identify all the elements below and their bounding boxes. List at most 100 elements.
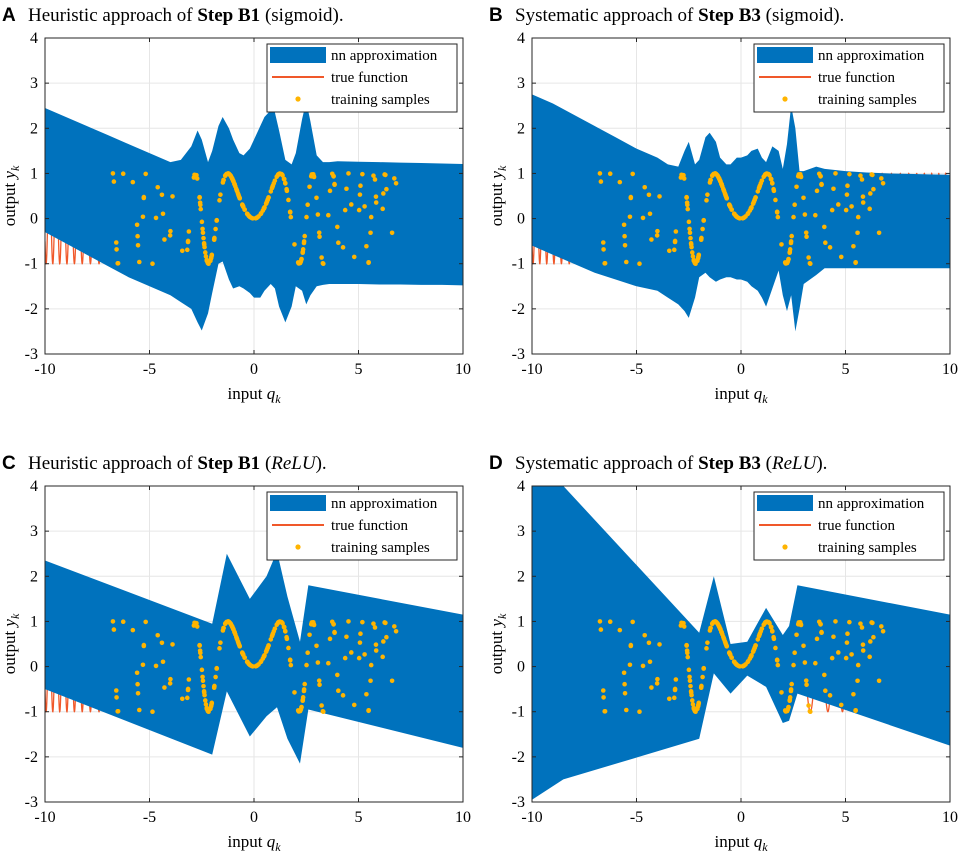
training-sample-point [770, 629, 775, 634]
training-sample-point [134, 222, 140, 228]
training-sample-point [802, 660, 808, 665]
training-sample-point [155, 184, 161, 190]
training-sample-point [236, 642, 242, 647]
training-sample-point [326, 660, 331, 666]
training-sample-point [254, 663, 259, 669]
training-sample-point [672, 686, 678, 692]
training-sample-point [621, 222, 627, 228]
training-sample-point [115, 708, 121, 714]
training-sample-point [393, 628, 399, 634]
training-sample-point [858, 621, 863, 626]
training-sample-point [622, 233, 627, 239]
training-sample-point [349, 202, 354, 207]
training-sample-point [389, 230, 395, 236]
training-sample-point [831, 186, 836, 192]
training-sample-point [168, 676, 173, 682]
training-sample-point [684, 643, 689, 648]
training-sample-point [689, 698, 695, 703]
training-sample-point [788, 687, 794, 692]
training-sample-point [233, 634, 239, 640]
training-sample-point [757, 631, 763, 636]
training-sample-point [627, 662, 633, 668]
training-sample-point [672, 238, 678, 244]
training-sample-point [720, 634, 726, 640]
training-sample-point [141, 195, 147, 201]
y-tick-label: -3 [25, 346, 38, 363]
training-sample-point [727, 650, 732, 656]
panel-letter: D [489, 453, 503, 474]
training-sample-point [770, 181, 775, 186]
training-sample-point [261, 205, 267, 211]
legend-entry: training samples [331, 540, 430, 556]
training-sample-point [203, 254, 209, 259]
training-sample-point [247, 214, 253, 220]
training-sample-point [705, 640, 710, 645]
x-tick-label: 5 [842, 809, 850, 826]
y-tick-label: -2 [512, 749, 525, 766]
training-sample-point [381, 191, 386, 196]
x-tick-label: -5 [630, 361, 643, 378]
training-sample-point [666, 696, 672, 702]
training-sample-point [708, 625, 713, 631]
training-sample-point [329, 619, 335, 625]
training-sample-point [301, 239, 307, 244]
training-sample-point [748, 205, 754, 211]
training-sample-point [135, 681, 140, 687]
training-sample-point [601, 247, 606, 252]
y-tick-label: 0 [517, 211, 525, 228]
legend-swatch-marker [782, 96, 788, 102]
training-sample-point [319, 703, 324, 708]
training-sample-point [734, 214, 740, 220]
training-sample-point [709, 621, 715, 627]
training-sample-point [199, 219, 205, 225]
training-sample-point [876, 230, 882, 236]
training-sample-point [729, 655, 734, 660]
training-sample-point [847, 619, 852, 625]
training-sample-point [135, 243, 141, 248]
training-sample-point [342, 655, 348, 661]
training-sample-point [198, 654, 204, 660]
training-sample-point [789, 681, 794, 687]
training-sample-point [855, 214, 861, 220]
legend: nn approximation true function training sa… [266, 491, 458, 561]
training-sample-point [266, 643, 271, 648]
training-sample-point [317, 682, 322, 688]
legend-swatch-band [757, 47, 813, 63]
legend-entry: true function [818, 518, 896, 534]
training-sample-point [779, 690, 784, 695]
legend: nn approximation true function training sa… [266, 43, 458, 113]
training-sample-point [168, 228, 173, 234]
nn-approximation-band [45, 101, 463, 331]
training-sample-point [687, 678, 693, 684]
training-sample-point [657, 194, 662, 199]
nn-approximation-band [45, 551, 463, 764]
training-sample-point [372, 177, 378, 182]
training-sample-point [184, 695, 190, 701]
training-sample-point [849, 204, 854, 209]
training-sample-point [686, 667, 692, 673]
training-sample-point [186, 229, 192, 234]
training-sample-point [192, 172, 197, 178]
training-sample-point [332, 629, 337, 635]
training-sample-point [371, 173, 376, 178]
training-sample-point [192, 620, 197, 626]
training-sample-point [135, 233, 140, 239]
training-sample-point [734, 662, 740, 668]
x-tick-label: 10 [455, 809, 471, 826]
x-axis-label: input qk [227, 384, 281, 406]
training-sample-point [302, 681, 308, 687]
y-tick-label: 4 [517, 30, 525, 47]
training-sample-point [307, 632, 312, 638]
training-sample-point [860, 648, 866, 653]
training-sample-point [197, 643, 202, 648]
training-sample-point [855, 662, 861, 668]
training-sample-point [208, 704, 214, 709]
training-sample-point [130, 179, 136, 185]
training-sample-point [843, 655, 849, 661]
training-sample-point [299, 257, 304, 262]
training-sample-point [113, 240, 119, 245]
training-sample-point [855, 230, 860, 236]
training-sample-point [791, 214, 796, 220]
training-sample-point [213, 674, 218, 680]
